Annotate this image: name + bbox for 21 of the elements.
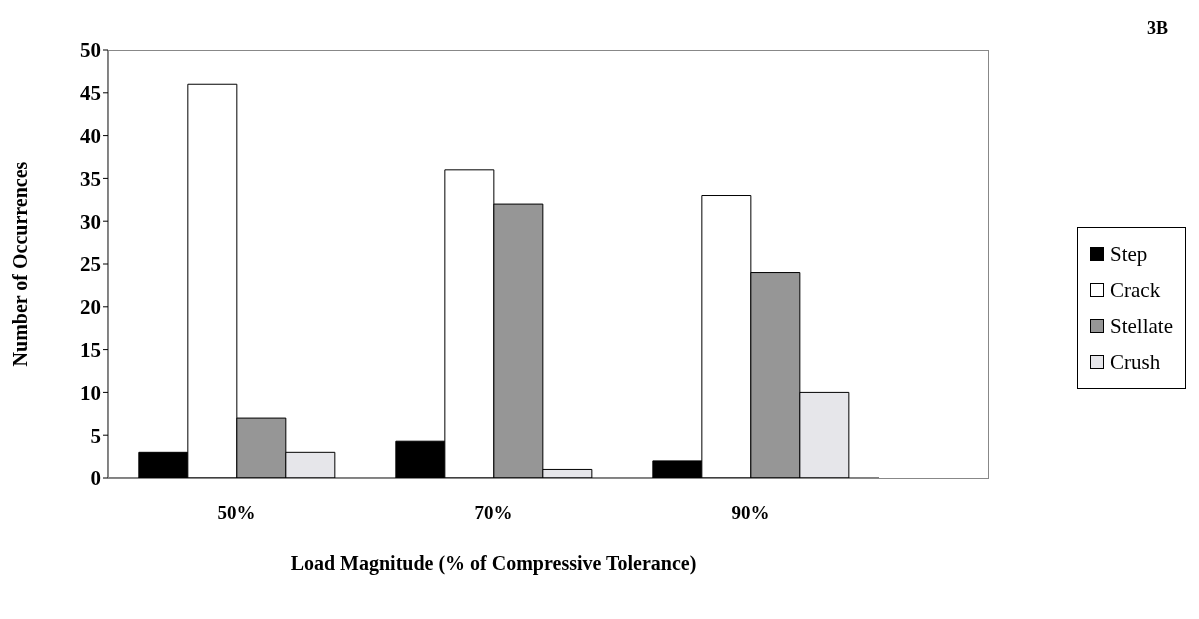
y-tick-label: 40 (80, 124, 101, 149)
legend-label: Step (1110, 241, 1148, 267)
x-axis-title: Load Magnitude (% of Compressive Tolerance) (290, 552, 697, 575)
x-tick-label: 70% (474, 502, 513, 524)
text: 3B (1146, 18, 1168, 39)
y-tick-label: 0 (90, 466, 101, 491)
legend-label: Stellate (1110, 313, 1173, 339)
x-tick-label: 50% (217, 502, 256, 524)
y-tick-label: 35 (80, 166, 101, 191)
y-tick-label: 25 (80, 252, 101, 277)
y-tick-label: 5 (90, 423, 101, 448)
y-tick-label: 30 (80, 209, 101, 234)
y-tick-label: 45 (80, 81, 101, 106)
x-tick-label: 90% (731, 502, 770, 524)
y-tick-label: 10 (80, 380, 101, 405)
y-tick-label: 20 (80, 295, 101, 320)
y-axis-title: Number of Occurrences (9, 161, 32, 367)
y-tick-label: 50 (80, 38, 101, 63)
legend-label: Crush (1110, 349, 1161, 375)
legend-label: Crack (1110, 277, 1161, 303)
y-tick-label: 15 (80, 338, 101, 363)
